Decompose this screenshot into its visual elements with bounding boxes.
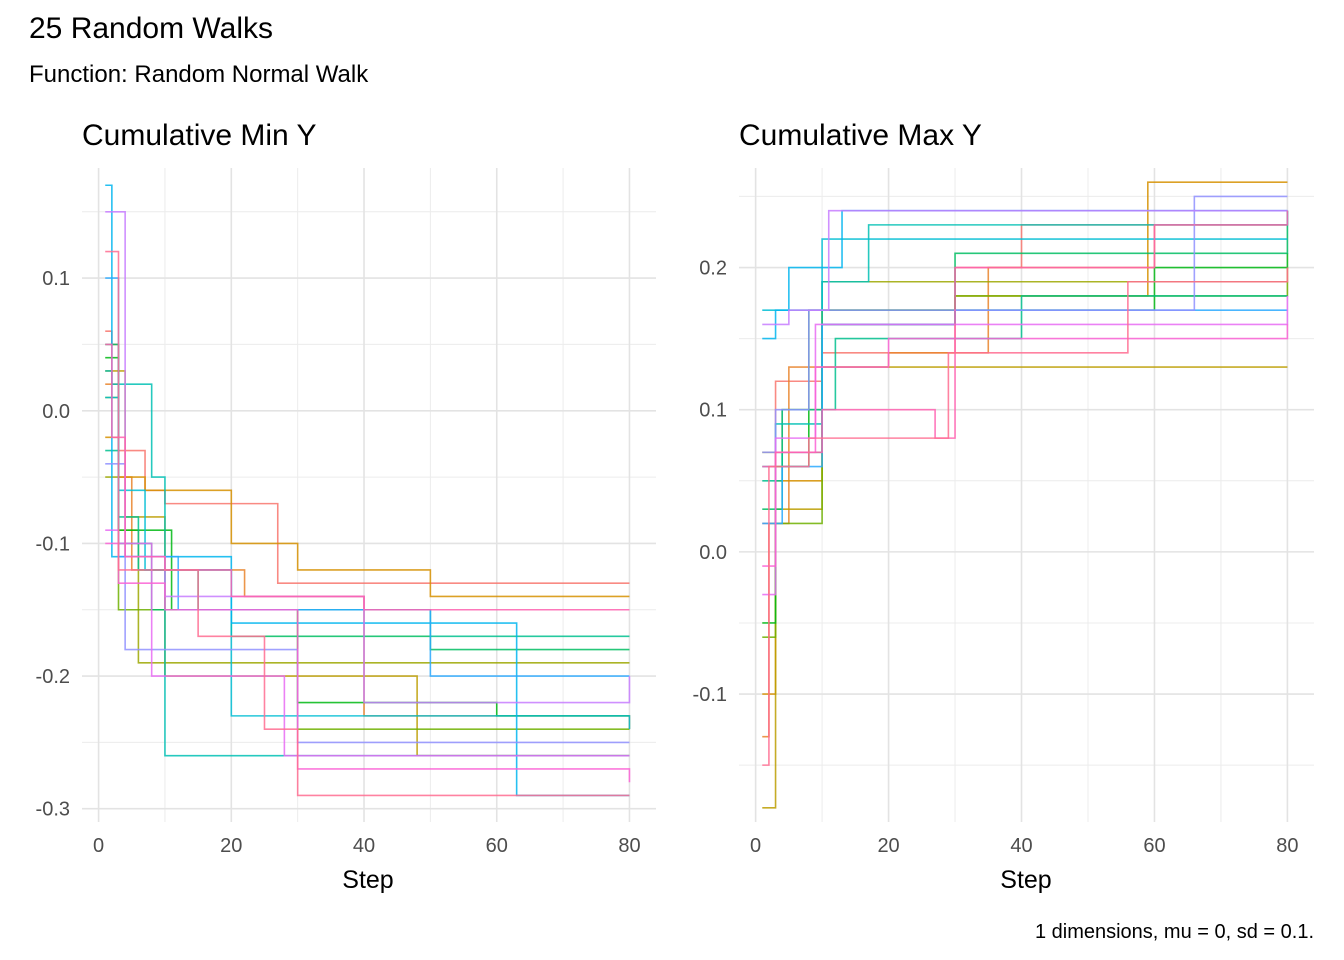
x-axis-title-min: Step (342, 866, 393, 894)
x-tick-label: 20 (220, 835, 242, 857)
walk-line-18 (105, 343, 630, 611)
y-tick-label: 0.0 (699, 542, 727, 564)
x-tick-label: 80 (1276, 835, 1298, 857)
x-tick-label: 60 (486, 835, 508, 857)
x-tick-label: 0 (93, 835, 104, 857)
walk-line-12 (762, 209, 1288, 340)
chart-title: 25 Random Walks (29, 12, 273, 45)
walk-line-13 (762, 309, 1288, 525)
panel-title-min: Cumulative Min Y (82, 119, 317, 152)
walk-line-18 (762, 210, 1289, 468)
walk-line-19 (762, 267, 1289, 766)
walk-line-19 (105, 250, 630, 797)
walk-line-3 (105, 436, 630, 598)
x-tick-label: 40 (353, 835, 375, 857)
walk-line-11 (762, 238, 1288, 311)
y-tick-label: -0.2 (36, 666, 70, 688)
y-tick-label: 0.0 (42, 401, 70, 423)
walk-line-8 (105, 343, 630, 651)
x-tick-label: 40 (1010, 835, 1032, 857)
walk-line-10 (105, 370, 630, 757)
walk-line-17 (762, 324, 1289, 567)
walk-line-6 (105, 396, 630, 730)
chart-caption: 1 dimensions, mu = 0, sd = 0.1. (1034, 921, 1314, 943)
walk-line-4 (762, 366, 1288, 809)
y-tick-label: 0.2 (699, 258, 727, 280)
walk-line-16 (105, 529, 630, 757)
panel-title-max: Cumulative Max Y (739, 119, 982, 152)
panel-cumulative-max-y: Cumulative Max Y 0 20 40 60 800.20.10.0-0.1 … (693, 119, 1314, 894)
y-tick-label: -0.3 (36, 799, 70, 821)
x-tick-label: 80 (618, 835, 640, 857)
y-tick-label: -0.1 (36, 533, 70, 555)
walk-line-14 (105, 463, 630, 744)
y-tick-label: 0.1 (42, 268, 70, 290)
y-tick-label: 0.1 (699, 400, 727, 422)
walk-line-1 (105, 330, 630, 585)
walk-line-8 (762, 210, 1289, 511)
x-axis-title-max: Step (1000, 866, 1051, 894)
panel-cumulative-min-y: Cumulative Min Y 0 20 40 60 80 0.1 0.0 -0.1 -0.2… (36, 119, 656, 894)
x-tick-label: 60 (1143, 835, 1165, 857)
walk-line-4 (105, 370, 630, 757)
chart-subtitle: Function: Random Normal Walk (29, 61, 369, 88)
walk-line-6 (762, 281, 1289, 638)
walk-line-16 (762, 295, 1289, 596)
walk-line-15 (762, 209, 1288, 326)
x-tick-label: 20 (877, 835, 899, 857)
walk-line-11 (105, 396, 631, 730)
x-tick-label: 0 (750, 835, 761, 857)
walk-line-15 (105, 210, 631, 704)
y-tick-label: -0.1 (693, 684, 727, 706)
walk-line-1 (762, 224, 1288, 525)
